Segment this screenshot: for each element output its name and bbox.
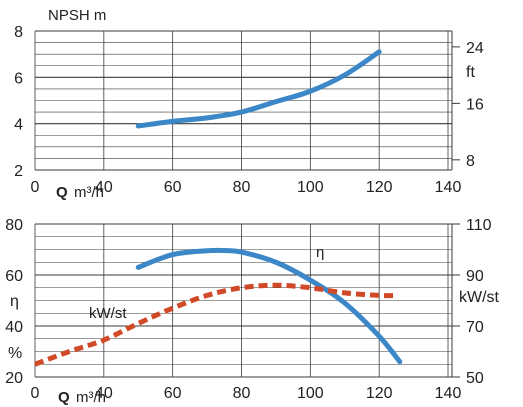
eff-grid bbox=[34, 223, 460, 378]
x-tick-label: 140 bbox=[435, 385, 462, 402]
y-tick-label: 2 bbox=[14, 163, 23, 180]
right-tick-label: 16 bbox=[466, 96, 484, 113]
x-tick-label: 0 bbox=[31, 385, 40, 402]
npsh-series-group bbox=[135, 49, 382, 129]
right-tick-label: 8 bbox=[466, 153, 475, 170]
x-tick-label: 60 bbox=[164, 179, 182, 196]
x-tick-label: 120 bbox=[366, 385, 393, 402]
percent-axis-label: % bbox=[8, 345, 22, 362]
right-tick-label: 50 bbox=[466, 370, 484, 387]
efficiency-power-chart: 20 40 60 80 50 70 90 110 0 40 60 80 100 120 140 η % kW… bbox=[5, 217, 500, 406]
eff-x-unit-label: m³/h bbox=[76, 389, 106, 406]
y-tick-label: 6 bbox=[14, 70, 23, 87]
x-tick-label: 80 bbox=[233, 385, 251, 402]
right-tick-label: 24 bbox=[466, 40, 484, 57]
y-tick-label: 4 bbox=[14, 117, 23, 134]
power-curve-line bbox=[34, 282, 397, 367]
right-tick-label: 110 bbox=[466, 217, 492, 234]
power-curve-label: kW/st bbox=[89, 305, 127, 322]
x-tick-label: 0 bbox=[31, 179, 40, 196]
x-tick-label: 100 bbox=[297, 179, 324, 196]
eff-series-group bbox=[34, 247, 403, 367]
npsh-grid bbox=[34, 30, 460, 171]
npsh-right-unit: ft bbox=[466, 64, 475, 81]
curve-line bbox=[135, 49, 382, 129]
eff-x-q-label: Q bbox=[58, 389, 70, 406]
x-tick-label: 80 bbox=[233, 179, 251, 196]
eta-curve-label: η bbox=[316, 244, 324, 261]
y-tick-label: 80 bbox=[5, 217, 23, 234]
x-tick-label: 120 bbox=[366, 179, 393, 196]
x-tick-label: 40 bbox=[95, 179, 113, 196]
right-tick-label: 70 bbox=[466, 319, 484, 336]
y-tick-label: 60 bbox=[5, 268, 23, 285]
eff-tick-labels: 20 40 60 80 50 70 90 110 0 40 60 80 100 120 140 bbox=[5, 217, 491, 402]
eta-axis-label: η bbox=[10, 293, 19, 310]
x-tick-label: 100 bbox=[297, 385, 324, 402]
power-axis-unit: kW/st bbox=[459, 289, 500, 306]
y-tick-label: 20 bbox=[5, 370, 23, 387]
x-tick-label: 140 bbox=[435, 179, 462, 196]
npsh-x-q-label: Q bbox=[56, 184, 68, 200]
y-tick-label: 8 bbox=[14, 24, 23, 41]
curve-line bbox=[135, 247, 403, 365]
npsh-title: NPSH m bbox=[48, 7, 106, 24]
right-tick-label: 90 bbox=[466, 268, 484, 285]
y-tick-label: 40 bbox=[5, 319, 23, 336]
npsh-x-unit-label: m³/h bbox=[74, 184, 104, 200]
x-tick-label: 60 bbox=[164, 385, 182, 402]
x-tick-label: 40 bbox=[95, 385, 113, 402]
